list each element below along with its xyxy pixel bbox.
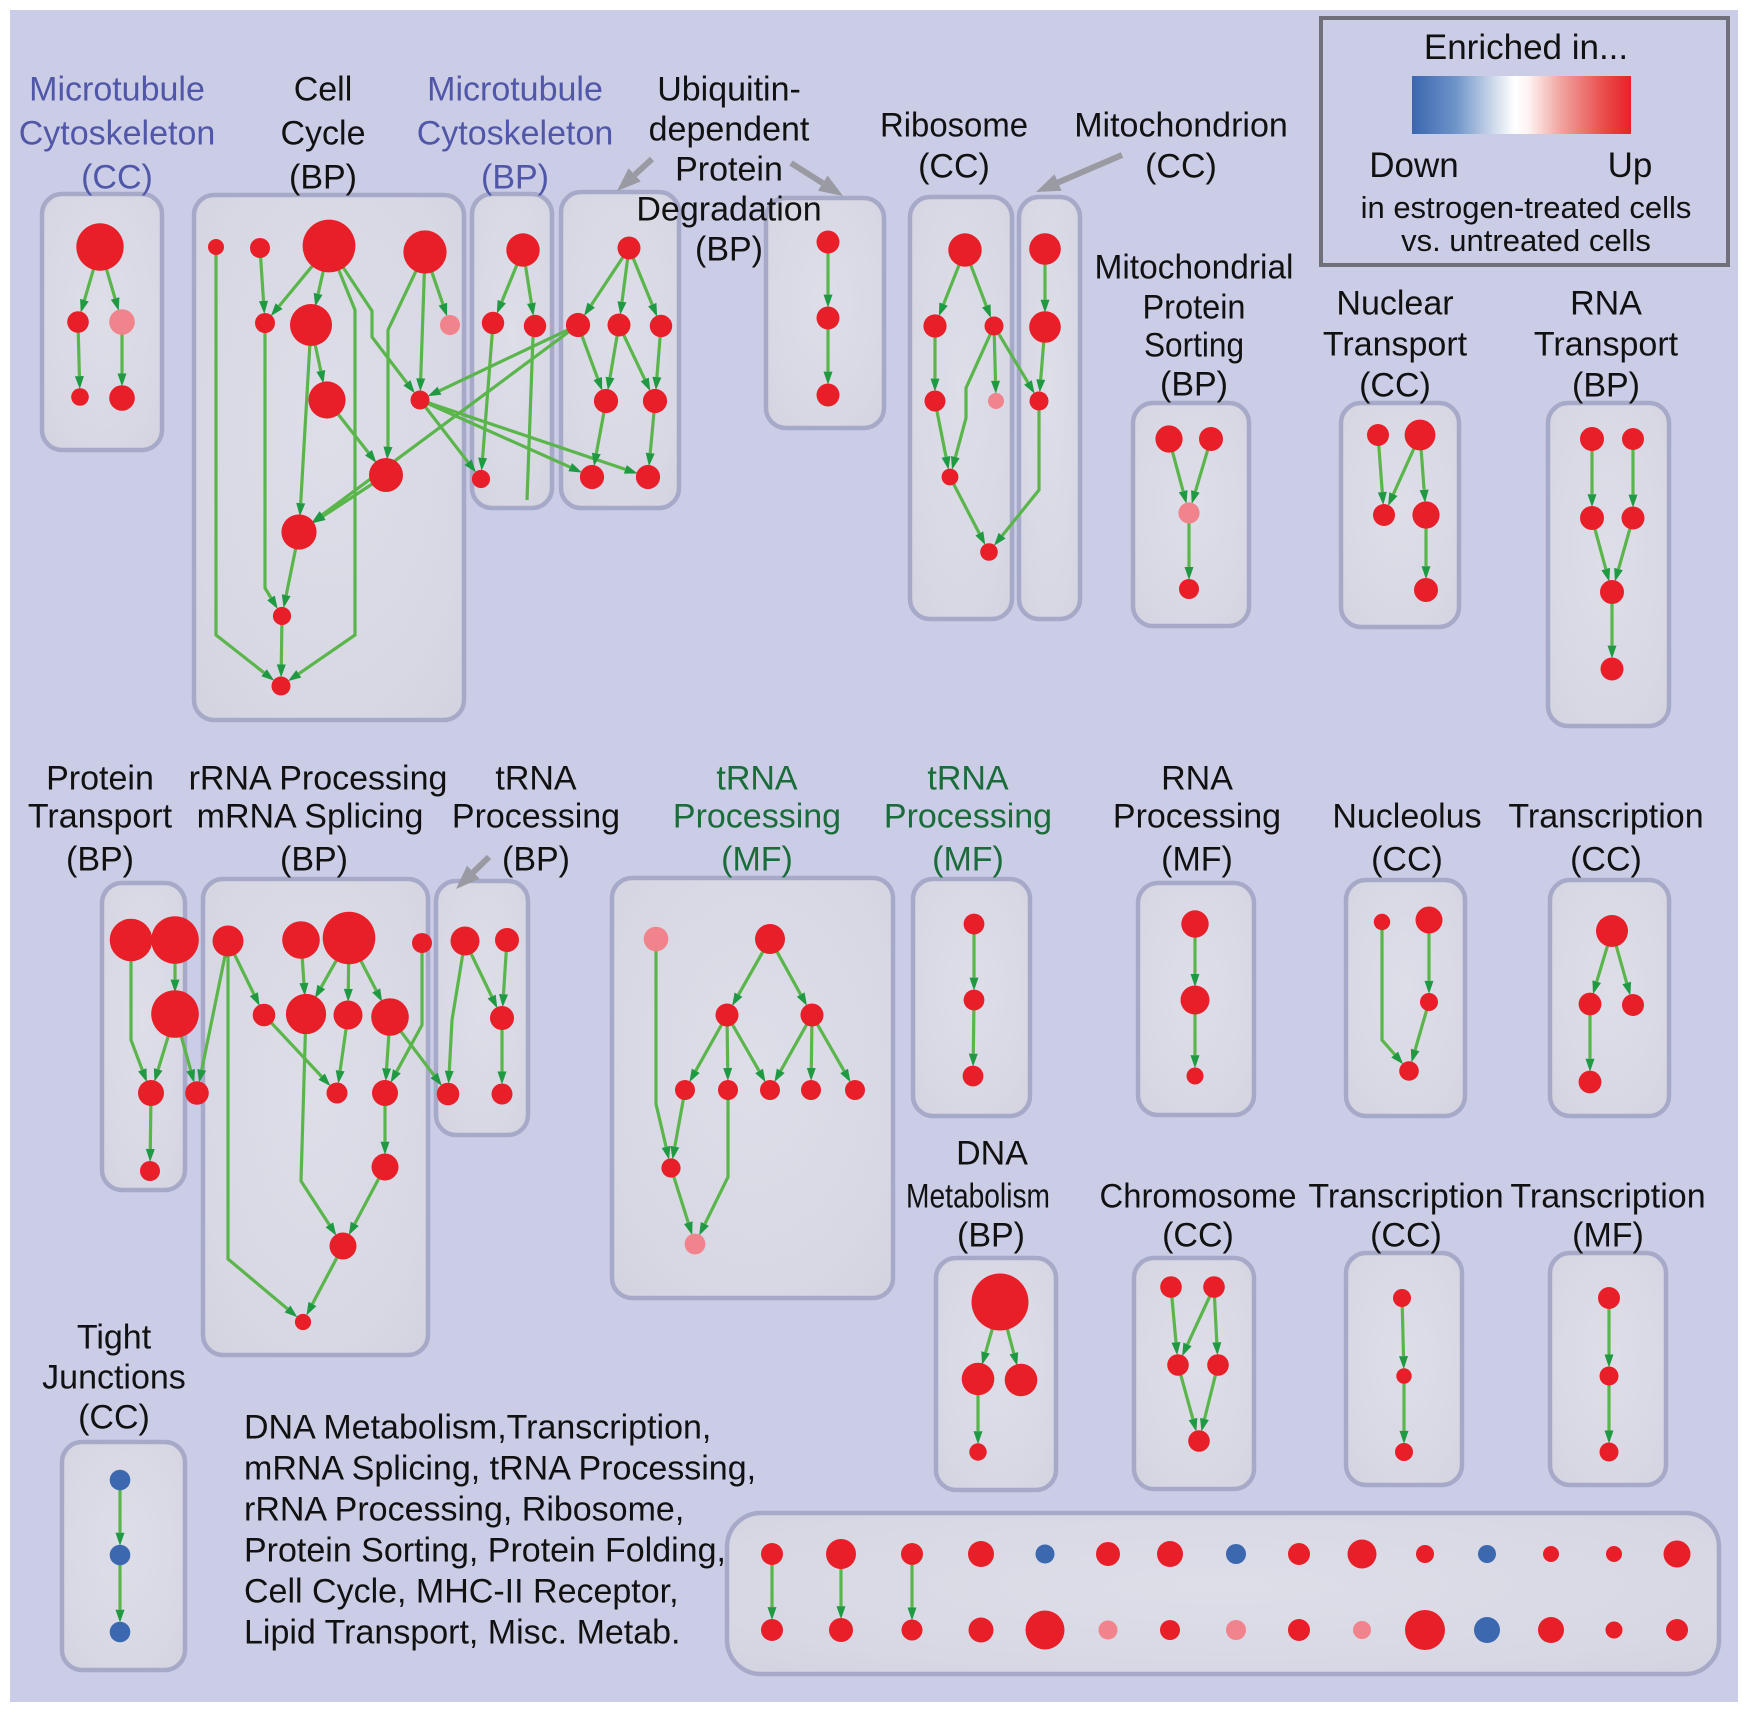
svg-text:Mitochondrial: Mitochondrial <box>1095 248 1294 286</box>
svg-text:Microtubule: Microtubule <box>427 70 603 108</box>
svg-text:(BP): (BP) <box>957 1216 1025 1254</box>
svg-text:RNA: RNA <box>1161 759 1233 797</box>
svg-text:(BP): (BP) <box>66 840 134 878</box>
svg-text:(CC): (CC) <box>1570 840 1642 878</box>
svg-text:(CC): (CC) <box>918 147 990 185</box>
svg-text:Nuclear: Nuclear <box>1336 284 1453 322</box>
svg-text:Protein: Protein <box>1143 288 1246 326</box>
svg-text:Protein Sorting, Protein Foldi: Protein Sorting, Protein Folding, <box>244 1531 726 1569</box>
svg-text:tRNA: tRNA <box>927 759 1009 797</box>
svg-text:(BP): (BP) <box>289 158 357 196</box>
svg-text:(BP): (BP) <box>502 840 570 878</box>
svg-text:Metabolism: Metabolism <box>906 1177 1050 1215</box>
svg-text:tRNA: tRNA <box>716 759 798 797</box>
svg-text:in estrogen-treated cells: in estrogen-treated cells <box>1361 190 1692 225</box>
svg-text:(BP): (BP) <box>695 230 763 268</box>
svg-text:tRNA: tRNA <box>495 759 577 797</box>
svg-text:rRNA Processing, Ribosome,: rRNA Processing, Ribosome, <box>244 1490 684 1528</box>
svg-text:(MF): (MF) <box>1161 840 1233 878</box>
svg-text:(CC): (CC) <box>1145 147 1217 185</box>
svg-text:Cytoskeleton: Cytoskeleton <box>417 114 614 152</box>
svg-text:Nucleolus: Nucleolus <box>1332 797 1481 835</box>
svg-text:(CC): (CC) <box>1359 366 1431 404</box>
svg-text:Protein: Protein <box>675 150 783 188</box>
svg-text:(CC): (CC) <box>81 158 153 196</box>
svg-text:(BP): (BP) <box>481 158 549 196</box>
svg-text:(CC): (CC) <box>78 1398 150 1436</box>
svg-text:Processing: Processing <box>1113 797 1281 835</box>
svg-text:Ubiquitin-: Ubiquitin- <box>657 70 801 108</box>
svg-text:rRNA Processing: rRNA Processing <box>189 759 448 797</box>
svg-text:vs. untreated cells: vs. untreated cells <box>1401 223 1651 258</box>
svg-text:RNA: RNA <box>1570 284 1642 322</box>
svg-text:Transport: Transport <box>1323 325 1468 363</box>
svg-text:Microtubule: Microtubule <box>29 70 205 108</box>
svg-text:(BP): (BP) <box>1572 366 1640 404</box>
svg-text:(MF): (MF) <box>1572 1216 1644 1254</box>
svg-text:Tight: Tight <box>77 1318 152 1356</box>
svg-text:Mitochondrion: Mitochondrion <box>1074 106 1288 144</box>
svg-text:mRNA Splicing: mRNA Splicing <box>197 797 424 835</box>
svg-text:Up: Up <box>1608 146 1653 185</box>
svg-text:Cytoskeleton: Cytoskeleton <box>19 114 216 152</box>
svg-text:Transport: Transport <box>28 797 173 835</box>
svg-text:(BP): (BP) <box>280 840 348 878</box>
svg-text:Cell Cycle, MHC-II Receptor,: Cell Cycle, MHC-II Receptor, <box>244 1572 679 1610</box>
svg-text:Enriched in...: Enriched in... <box>1424 28 1628 67</box>
svg-text:Degradation: Degradation <box>636 190 821 228</box>
svg-text:Transcription: Transcription <box>1510 1177 1705 1215</box>
svg-text:Processing: Processing <box>452 797 620 835</box>
svg-text:Processing: Processing <box>673 797 841 835</box>
svg-text:Sorting: Sorting <box>1144 326 1244 364</box>
svg-text:DNA Metabolism,Transcription,: DNA Metabolism,Transcription, <box>244 1408 711 1446</box>
svg-text:Ribosome: Ribosome <box>880 106 1028 144</box>
svg-text:Transport: Transport <box>1534 325 1679 363</box>
svg-text:Processing: Processing <box>884 797 1052 835</box>
svg-text:Junctions: Junctions <box>42 1358 186 1396</box>
svg-text:Transcription: Transcription <box>1308 1177 1503 1215</box>
svg-text:Down: Down <box>1369 146 1458 185</box>
svg-text:Lipid Transport, Misc. Metab.: Lipid Transport, Misc. Metab. <box>244 1613 681 1651</box>
svg-text:(CC): (CC) <box>1162 1216 1234 1254</box>
svg-text:Protein: Protein <box>46 759 154 797</box>
svg-text:(CC): (CC) <box>1371 840 1443 878</box>
svg-text:Cycle: Cycle <box>280 114 365 152</box>
svg-text:Cell: Cell <box>294 70 353 108</box>
svg-text:(MF): (MF) <box>721 840 793 878</box>
svg-text:(CC): (CC) <box>1370 1216 1442 1254</box>
svg-text:DNA: DNA <box>956 1134 1028 1172</box>
svg-text:dependent: dependent <box>649 110 810 148</box>
svg-text:Transcription: Transcription <box>1508 797 1703 835</box>
svg-text:(BP): (BP) <box>1160 365 1228 403</box>
svg-text:mRNA Splicing, tRNA Processing: mRNA Splicing, tRNA Processing, <box>244 1449 756 1487</box>
svg-text:(MF): (MF) <box>932 840 1004 878</box>
svg-text:Chromosome: Chromosome <box>1100 1177 1297 1215</box>
